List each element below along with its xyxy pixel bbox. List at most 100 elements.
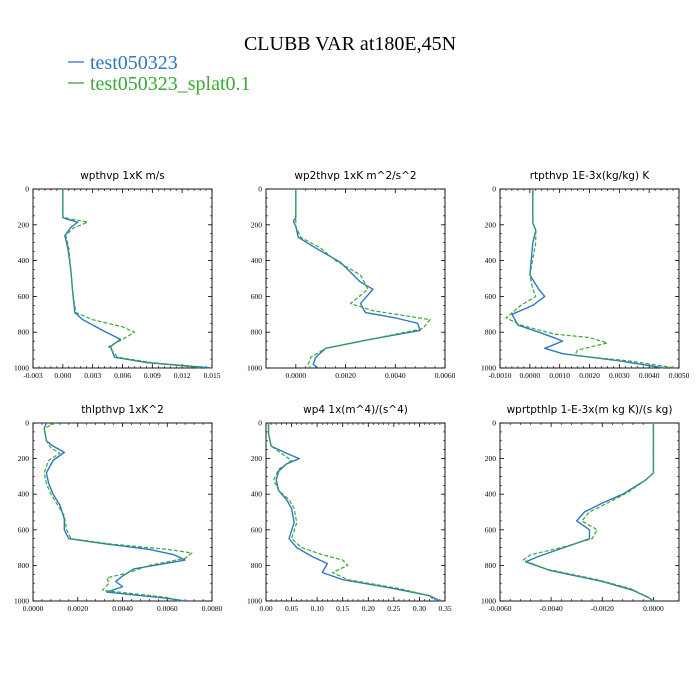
panel-5: wp4 1x(m^4)/(s^4) 0.00 0.05 0.10 0.15 0.20 0.2…: [247, 404, 452, 613]
panel-5-ytick-label: 400: [251, 490, 263, 499]
panel-2-ytick-label: 200: [251, 220, 263, 229]
panel-2-xtick-label: 0.0000: [286, 371, 307, 380]
panel-1-ytick-label: 1000: [14, 364, 29, 373]
panel-3-xtick-label: 0.0030: [609, 371, 630, 380]
panel-6-ytick-label: 400: [485, 490, 497, 499]
panel-5-xtick-label: 0.00: [259, 604, 272, 613]
panel-3-xtick-label: 0.0000: [520, 371, 541, 380]
panel-4-ytick-label: 600: [18, 525, 30, 534]
panel-1-ytick-label: 0: [25, 185, 29, 194]
panel-6-xtick-label: -0.0060: [488, 604, 511, 613]
panel-6: wprtpthlp 1-E-3x(m kg K)/(s kg) -0.0060 -0…: [481, 404, 680, 613]
legend-label-2: test050323_splat0.1: [90, 73, 251, 95]
panel-6-xtick-label: -0.0040: [540, 604, 563, 613]
panel-1-xtick-label: 0.012: [174, 371, 191, 380]
panel-3-ytick-label: 400: [485, 256, 497, 265]
panels: wpthvp 1xK m/s-0.003 0.000 0.003 0.006 0.009…: [14, 170, 690, 613]
panel-1-xtick-label: -0.003: [23, 371, 43, 380]
panel-3-xtick-label: -0.0010: [488, 371, 511, 380]
panel-5-ytick-label: 600: [251, 525, 263, 534]
panel-3-ytick-label: 800: [485, 328, 497, 337]
panel-6-xtick-label: 0.0000: [643, 604, 664, 613]
panel-3-title: rtpthvp 1E-3x(kg/kg) K: [530, 170, 651, 182]
panel-4-xtick-label: 0.0080: [202, 604, 223, 613]
panel-4-xtick-label: 0.0020: [67, 604, 88, 613]
panel-5-ytick-label: 0: [258, 419, 262, 428]
panel-4-ytick-label: 1000: [14, 597, 29, 606]
legend-label-1: test050323: [90, 52, 178, 74]
panel-5-xtick-label: 0.05: [285, 604, 298, 613]
panel-4-series-2-line: [43, 422, 193, 602]
panel-4-ytick-label: 400: [18, 490, 30, 499]
panel-2-xtick-label: 0.0040: [385, 371, 406, 380]
panel-3: rtpthvp 1E-3x(kg/kg) K -0.0010 0.0000 0.001…: [481, 170, 690, 380]
panel-5-xtick-label: 0.25: [387, 604, 400, 613]
panel-5-xtick-label: 0.15: [336, 604, 349, 613]
panel-5-xtick-label: 0.20: [362, 604, 375, 613]
panel-1-title: wpthvp 1xK m/s: [80, 170, 165, 182]
legend-item-2: test050323_splat0.1: [68, 73, 251, 95]
panel-1-ytick-label: 800: [18, 328, 30, 337]
panel-3-series-2-line: [505, 189, 677, 369]
panel-6-xtick-label: -0.0020: [591, 604, 614, 613]
panel-5-title: wp4 1x(m^4)/(s^4): [303, 404, 408, 416]
panel-4-xtick-label: 0.0040: [112, 604, 133, 613]
panel-6-ytick-label: 0: [492, 419, 496, 428]
panel-2-xtick-label: 0.0060: [435, 371, 456, 380]
panel-1-frame: [32, 188, 213, 369]
panel-6-ytick-label: 800: [485, 561, 497, 570]
panel-3-series-1-line: [511, 189, 665, 369]
panel-2-series-1-line: [292, 189, 421, 369]
panel-2-xtick-label: 0.0020: [335, 371, 356, 380]
panel-2-ytick-label: 800: [251, 328, 263, 337]
panel-5-xtick-label: 0.30: [413, 604, 426, 613]
panel-3-xtick-label: 0.0040: [639, 371, 660, 380]
panel-5-ytick-label: 800: [251, 561, 263, 570]
panel-2-frame: [265, 188, 446, 369]
panel-3-ytick-label: 200: [485, 220, 497, 229]
panel-2-title: wp2thvp 1xK m^2/s^2: [294, 170, 416, 182]
panel-1-xtick-label: 0.003: [84, 371, 101, 380]
panel-5-series-1-line: [267, 423, 441, 602]
panel-6-ytick-label: 1000: [481, 597, 496, 606]
panel-5-ytick-label: 200: [251, 454, 263, 463]
legend: test050323 test050323_splat0.1: [68, 52, 251, 95]
panel-3-xtick-label: 0.0010: [549, 371, 570, 380]
panel-1-ytick-label: 400: [18, 256, 30, 265]
panel-4-title: thlpthvp 1xK^2: [81, 404, 164, 416]
panel-1-xtick-label: 0.000: [54, 371, 71, 380]
panel-1-series-2-line: [62, 189, 203, 369]
panel-6-series-2-line: [522, 423, 655, 602]
panel-1-xtick-label: 0.009: [144, 371, 161, 380]
panel-5-series-2-line: [267, 423, 436, 602]
panel-1-series-1-line: [62, 189, 213, 369]
panel-2: wp2thvp 1xK m^2/s^2 0.0000 0.0020 0.0040 0.0…: [247, 170, 456, 380]
panel-3-ytick-label: 0: [492, 185, 496, 194]
panel-1-ytick-label: 200: [18, 220, 30, 229]
panel-1-xtick-label: 0.015: [204, 371, 221, 380]
panel-1-ytick-label: 600: [18, 292, 30, 301]
panel-4-ytick-label: 800: [18, 561, 30, 570]
panel-6-title: wprtpthlp 1-E-3x(m kg K)/(s kg): [507, 404, 673, 416]
panel-4-ytick-label: 200: [18, 454, 30, 463]
panel-5-xtick-label: 0.35: [438, 604, 451, 613]
panel-4-series-1-line: [43, 422, 186, 602]
panel-5-ytick-label: 1000: [247, 597, 262, 606]
panel-2-ytick-label: 1000: [247, 364, 262, 373]
panel-3-xtick-label: 0.0020: [579, 371, 600, 380]
panel-2-ytick-label: 0: [258, 185, 262, 194]
panel-5-xtick-label: 0.10: [311, 604, 324, 613]
figure-title: CLUBB VAR at180E,45N: [244, 33, 456, 55]
legend-item-1: test050323: [68, 52, 178, 74]
panel-3-frame: [499, 188, 680, 369]
panel-3-xtick-label: 0.0050: [669, 371, 690, 380]
panel-2-series-2-line: [295, 189, 431, 369]
panel-6-frame: [499, 422, 680, 602]
panel-6-ytick-label: 600: [485, 525, 497, 534]
panel-4-ytick-label: 0: [25, 419, 29, 428]
panel-4: thlpthvp 1xK^2 0.0000 0.0020 0.0040 0.0060 0.…: [14, 404, 223, 613]
panel-3-ytick-label: 1000: [481, 364, 496, 373]
panel-4-xtick-label: 0.0060: [157, 604, 178, 613]
panel-4-xtick-label: 0.0000: [23, 604, 44, 613]
